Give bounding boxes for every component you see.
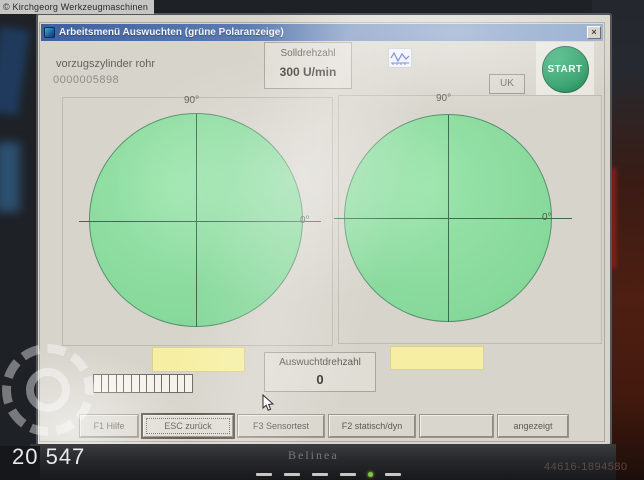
polar-left-horizontal-axis	[79, 221, 321, 222]
esc-back-button[interactable]: ESC zurück	[143, 415, 233, 437]
job-number-label: 0000005898	[53, 74, 120, 86]
progress-segment	[185, 375, 192, 392]
target-speed-box: Solldrehzahl 300 U/min	[264, 42, 352, 89]
photographer-watermark: © Kirchgeorg Werkzeugmaschinen	[0, 0, 155, 14]
monitor-key	[256, 473, 272, 476]
f2-static-dynamic-button[interactable]: F2 statisch/dyn	[329, 415, 415, 437]
polar-right-90-label: 90°	[436, 93, 452, 104]
photo-background-left2	[0, 142, 20, 212]
polar-right-0-label: 0°	[542, 212, 552, 223]
balancing-speed-box: Auswuchtdrehzahl 0	[264, 352, 376, 392]
progress-segment	[162, 375, 171, 392]
polar-right-horizontal-axis	[334, 218, 572, 219]
serial-number-label: 44616-1894580	[544, 461, 628, 473]
monitor-key	[312, 473, 328, 476]
progress-segment	[170, 375, 178, 392]
progress-segment	[147, 375, 155, 392]
app-icon	[44, 27, 55, 38]
progress-segment	[139, 375, 148, 392]
monitor-controls	[256, 472, 401, 477]
photo-background-left	[0, 26, 30, 116]
job-name-label: vorzugszylinder rohr	[56, 58, 156, 70]
target-speed-label: Solldrehzahl	[280, 48, 336, 59]
displayed-button[interactable]: angezeigt	[498, 415, 568, 437]
f1-help-button[interactable]: F1 Hilfe	[80, 415, 138, 437]
progress-segment	[94, 375, 102, 392]
window-title: Arbeitsmenü Auswuchten (grüne Polaranzei…	[59, 27, 284, 38]
close-icon[interactable]: ×	[587, 26, 601, 39]
window-titlebar: Arbeitsmenü Auswuchten (grüne Polaranzei…	[41, 24, 603, 41]
f3-sensor-test-button[interactable]: F3 Sensortest	[238, 415, 324, 437]
monitor-key	[385, 473, 401, 476]
progress-segment	[154, 375, 163, 392]
polar-left-0-label: 0°	[300, 215, 310, 226]
balancing-speed-label: Auswuchtdrehzahl	[279, 357, 361, 368]
red-reflection	[611, 168, 616, 268]
progress-segment	[116, 375, 125, 392]
progress-segment	[109, 375, 117, 392]
measurement-curve-icon[interactable]	[388, 48, 412, 68]
progress-segment	[101, 375, 110, 392]
monitor-key	[340, 473, 356, 476]
start-button-pad: START	[536, 42, 594, 96]
stock-number-label: 20 547	[12, 444, 86, 469]
mouse-cursor	[262, 393, 275, 417]
power-led	[368, 472, 373, 477]
progress-segment	[177, 375, 186, 392]
function-key-bar: F1 Hilfe ESC zurück F3 Sensortest F2 sta…	[80, 415, 574, 437]
unbalance-field-left[interactable]	[152, 347, 245, 372]
start-button[interactable]: START	[541, 45, 589, 93]
progress-bar	[93, 374, 193, 393]
empty-function-button[interactable]	[420, 415, 493, 437]
progress-segment	[124, 375, 133, 392]
unbalance-field-right[interactable]	[390, 346, 484, 370]
monitor-screen: Arbeitsmenü Auswuchten (grüne Polaranzei…	[36, 13, 612, 446]
progress-segment	[132, 375, 140, 392]
photo-bottom-left	[0, 446, 40, 480]
monitor-key	[284, 473, 300, 476]
monitor-brand-label: Belinea	[288, 448, 339, 462]
uk-button[interactable]: UK	[489, 74, 525, 94]
polar-left-90-label: 90°	[184, 95, 200, 106]
target-speed-value: 300 U/min	[279, 65, 337, 79]
balancing-speed-value: 0	[316, 372, 324, 387]
